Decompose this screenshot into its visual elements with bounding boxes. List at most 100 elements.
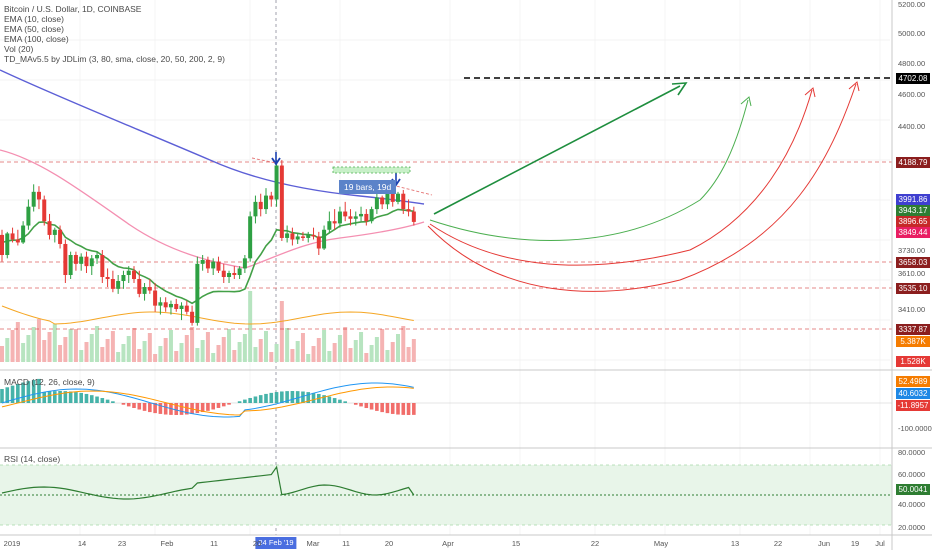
candle-body [232, 273, 237, 276]
macd-histogram-bar [16, 384, 20, 403]
candle-body [290, 233, 295, 240]
down-arrow-marker [271, 157, 281, 166]
macd-histogram-bar [412, 403, 416, 415]
macd-histogram-bar [63, 391, 68, 403]
candle-body [406, 209, 411, 212]
candles [0, 160, 416, 326]
volume-bar [58, 345, 63, 362]
candle-body [369, 209, 374, 222]
volume-bar [163, 338, 168, 362]
macd-histogram-bar [295, 391, 300, 403]
volume-bar [300, 333, 305, 362]
volume-bar [200, 340, 205, 362]
projection-arc-head [740, 96, 752, 107]
volume-bar [401, 326, 406, 362]
candle-body [237, 268, 242, 276]
projection-arrow [433, 85, 681, 215]
macd-histogram-bar [206, 403, 210, 411]
ema50-line [0, 149, 425, 269]
macd-histogram-bar [258, 395, 263, 403]
macd-histogram-bar [264, 393, 268, 403]
volume-bar [31, 327, 36, 362]
volume-bar [73, 329, 78, 362]
macd-histogram-bar [148, 403, 152, 413]
macd-histogram-bar [369, 403, 374, 410]
macd-histogram-bar [10, 385, 15, 403]
price-tick-label: 3730.00 [898, 246, 926, 255]
candle-body [242, 258, 247, 269]
candle-body [89, 258, 94, 267]
candle-body [10, 233, 15, 240]
candle-body [269, 195, 274, 200]
candle-body [216, 261, 221, 271]
price-tag: 5.387K [896, 336, 930, 347]
candle-body [179, 305, 184, 309]
macd-histogram-bar [153, 403, 157, 414]
volume-bars [0, 291, 416, 362]
volume-ma-line [1, 305, 414, 325]
rsi-tick-label: 20.0000 [898, 523, 926, 532]
macd-histogram-bar [327, 396, 332, 403]
macd-histogram-bar [280, 391, 284, 403]
rsi-tick-label: 60.0000 [898, 470, 926, 479]
volume-bar [21, 343, 26, 362]
volume-bar [10, 330, 15, 362]
time-axis-label: 22 [590, 539, 600, 548]
macd-histogram-bar [31, 379, 36, 403]
candle-body [195, 263, 200, 323]
grid [0, 0, 890, 535]
macd-tag: 52.4989 [896, 376, 930, 387]
macd-histogram-bar [353, 403, 358, 405]
candle-body [353, 216, 358, 219]
candle-body [327, 221, 332, 230]
macd-histogram-bar [290, 391, 295, 403]
volume-bar [322, 330, 327, 362]
volume-bar [147, 333, 152, 362]
macd-histogram-bar [195, 403, 200, 414]
macd-histogram-bar [385, 403, 390, 414]
candle-body [137, 279, 142, 294]
volume-bar [285, 328, 290, 362]
macd-histogram-bar [89, 395, 94, 403]
macd-histogram-bar [401, 403, 406, 415]
candle-body [316, 236, 321, 249]
candle-body [21, 225, 26, 243]
candle-body [300, 236, 305, 238]
candle-body [348, 216, 353, 219]
volume-bar [84, 342, 89, 362]
macd-histogram-bar [0, 389, 4, 403]
price-tick-label: 4400.00 [898, 122, 926, 131]
macd-histogram-bar [37, 378, 41, 403]
price-tag: 3535.10 [896, 283, 930, 294]
candle-body [132, 270, 136, 280]
candle-body [95, 255, 100, 259]
volume-bar [327, 351, 332, 362]
macd-histogram-bar [163, 403, 168, 415]
candle-body [163, 302, 168, 308]
candle-body [52, 229, 57, 235]
macd-histogram-bar [364, 403, 369, 409]
macd-histogram-bar [137, 403, 142, 410]
macd-histogram-bar [237, 401, 242, 403]
candle-body [401, 193, 406, 210]
projection-arc-head [804, 87, 816, 98]
volume-bar [242, 334, 247, 362]
ema10-line [1, 208, 414, 305]
volume-bar [221, 337, 226, 362]
annotations [251, 81, 860, 292]
macd-histogram-bar [58, 391, 62, 403]
volume-bar [95, 326, 100, 362]
volume-bar [116, 352, 121, 362]
volume-bar [237, 342, 242, 362]
candle-body [63, 243, 68, 276]
legend-td-ma: TD_MAv5.5 by JDLim (3, 80, sma, close, 2… [4, 54, 225, 64]
price-tick-label: 5200.00 [898, 0, 926, 9]
volume-bar [168, 330, 173, 362]
volume-bar [211, 353, 216, 362]
macd-histogram-bar [359, 403, 363, 407]
time-axis-label: May [653, 539, 669, 548]
volume-bar [42, 340, 47, 362]
macd-histogram-bar [338, 399, 342, 403]
